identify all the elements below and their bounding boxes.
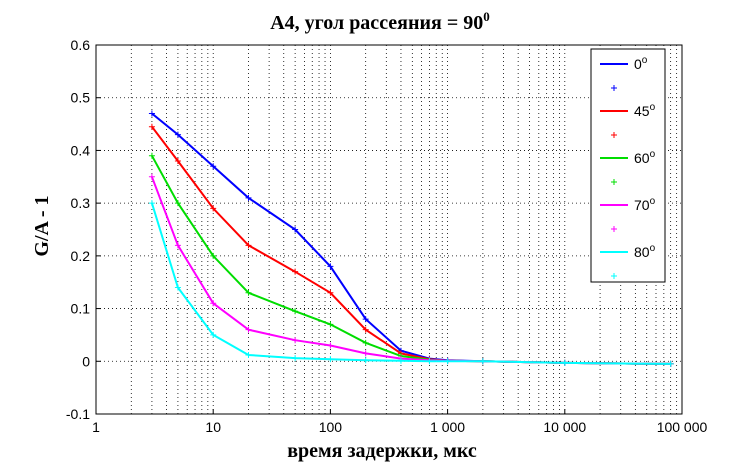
chart-title-superscript: 0 — [483, 9, 490, 24]
legend-label: 80o — [634, 243, 656, 260]
plot-border — [95, 44, 683, 415]
legend-marker-0 — [611, 85, 617, 91]
legend-label-superscript: o — [650, 243, 656, 254]
data-point — [210, 205, 217, 212]
data-point — [362, 339, 369, 346]
y-tick-label: 0 — [82, 353, 90, 369]
x-tick-label: 10 — [205, 419, 221, 435]
data-point — [174, 242, 181, 249]
data-point — [148, 173, 155, 180]
y-tick-label: 0.6 — [71, 37, 91, 53]
data-point — [148, 200, 155, 207]
data-point — [362, 316, 369, 323]
y-axis-label: G/A - 1 — [31, 195, 53, 256]
data-point — [327, 321, 334, 328]
y-tick-label: 0.4 — [71, 142, 91, 158]
legend-label-superscript: o — [650, 102, 656, 113]
data-point — [245, 351, 252, 358]
x-tick-label: 100 — [319, 419, 343, 435]
legend-label: 45o — [634, 102, 656, 119]
legend-label: 60o — [634, 149, 656, 166]
data-point — [245, 326, 252, 333]
data-point — [245, 289, 252, 296]
data-point — [174, 284, 181, 291]
data-point — [327, 342, 334, 349]
data-series — [148, 110, 674, 367]
data-point — [667, 360, 674, 367]
data-point — [292, 226, 299, 233]
x-tick-label: 10 000 — [543, 419, 586, 435]
data-point — [444, 358, 451, 365]
x-tick-label: 1 000 — [430, 419, 465, 435]
legend-label-value: 0 — [634, 56, 642, 72]
axis-ticks: 1 10 100 1 000 10 000 100 000 -0.1 0 0.1 0.2 0.3 0.… — [66, 37, 708, 435]
data-point — [245, 194, 252, 201]
legend-label-superscript: o — [650, 196, 656, 207]
data-point — [292, 355, 299, 362]
data-point — [327, 263, 334, 270]
legend-label-value: 60 — [634, 150, 650, 166]
legend-box — [590, 48, 666, 283]
data-point — [292, 337, 299, 344]
y-tick-label: 0.1 — [71, 301, 91, 317]
legend-label-value: 70 — [634, 197, 650, 213]
data-point — [397, 357, 404, 364]
x-tick-label: 1 — [92, 419, 100, 435]
data-point — [362, 350, 369, 357]
legend-label-value: 45 — [634, 103, 650, 119]
chart-title: A4, угол рассеяния = 900 — [270, 9, 490, 34]
data-point — [426, 358, 433, 365]
y-tick-label: -0.1 — [66, 406, 90, 422]
series-80 — [148, 200, 674, 367]
y-tick-label: 0.2 — [71, 248, 91, 264]
chart-title-text: A4, угол рассеяния = 90 — [270, 12, 483, 34]
data-point — [210, 252, 217, 259]
data-point — [362, 326, 369, 333]
data-point — [292, 308, 299, 315]
legend-label-value: 80 — [634, 244, 650, 260]
data-point — [148, 152, 155, 159]
data-point — [210, 163, 217, 170]
legend-marker-45 — [611, 132, 617, 138]
data-point — [210, 300, 217, 307]
data-point — [327, 356, 334, 363]
legend-marker-60 — [611, 179, 617, 185]
data-point — [148, 110, 155, 117]
legend-label: 70o — [634, 196, 656, 213]
legend-marker-70 — [611, 226, 617, 232]
data-point — [327, 289, 334, 296]
data-point — [174, 157, 181, 164]
data-point — [210, 331, 217, 338]
x-axis-label: время задержки, мкс — [287, 440, 477, 462]
legend-label-superscript: o — [650, 149, 656, 160]
y-tick-label: 0.5 — [71, 90, 91, 106]
y-tick-label: 0.3 — [71, 195, 91, 211]
data-point — [245, 242, 252, 249]
x-tick-label: 100 000 — [657, 419, 708, 435]
legend-marker-80 — [611, 273, 617, 279]
data-point — [561, 359, 568, 366]
data-point — [292, 268, 299, 275]
data-point — [148, 123, 155, 130]
data-point — [479, 358, 486, 365]
legend-label: 0o — [634, 55, 648, 72]
data-point — [174, 131, 181, 138]
data-point — [362, 357, 369, 364]
data-point — [174, 200, 181, 207]
legend-label-superscript: o — [642, 55, 648, 66]
